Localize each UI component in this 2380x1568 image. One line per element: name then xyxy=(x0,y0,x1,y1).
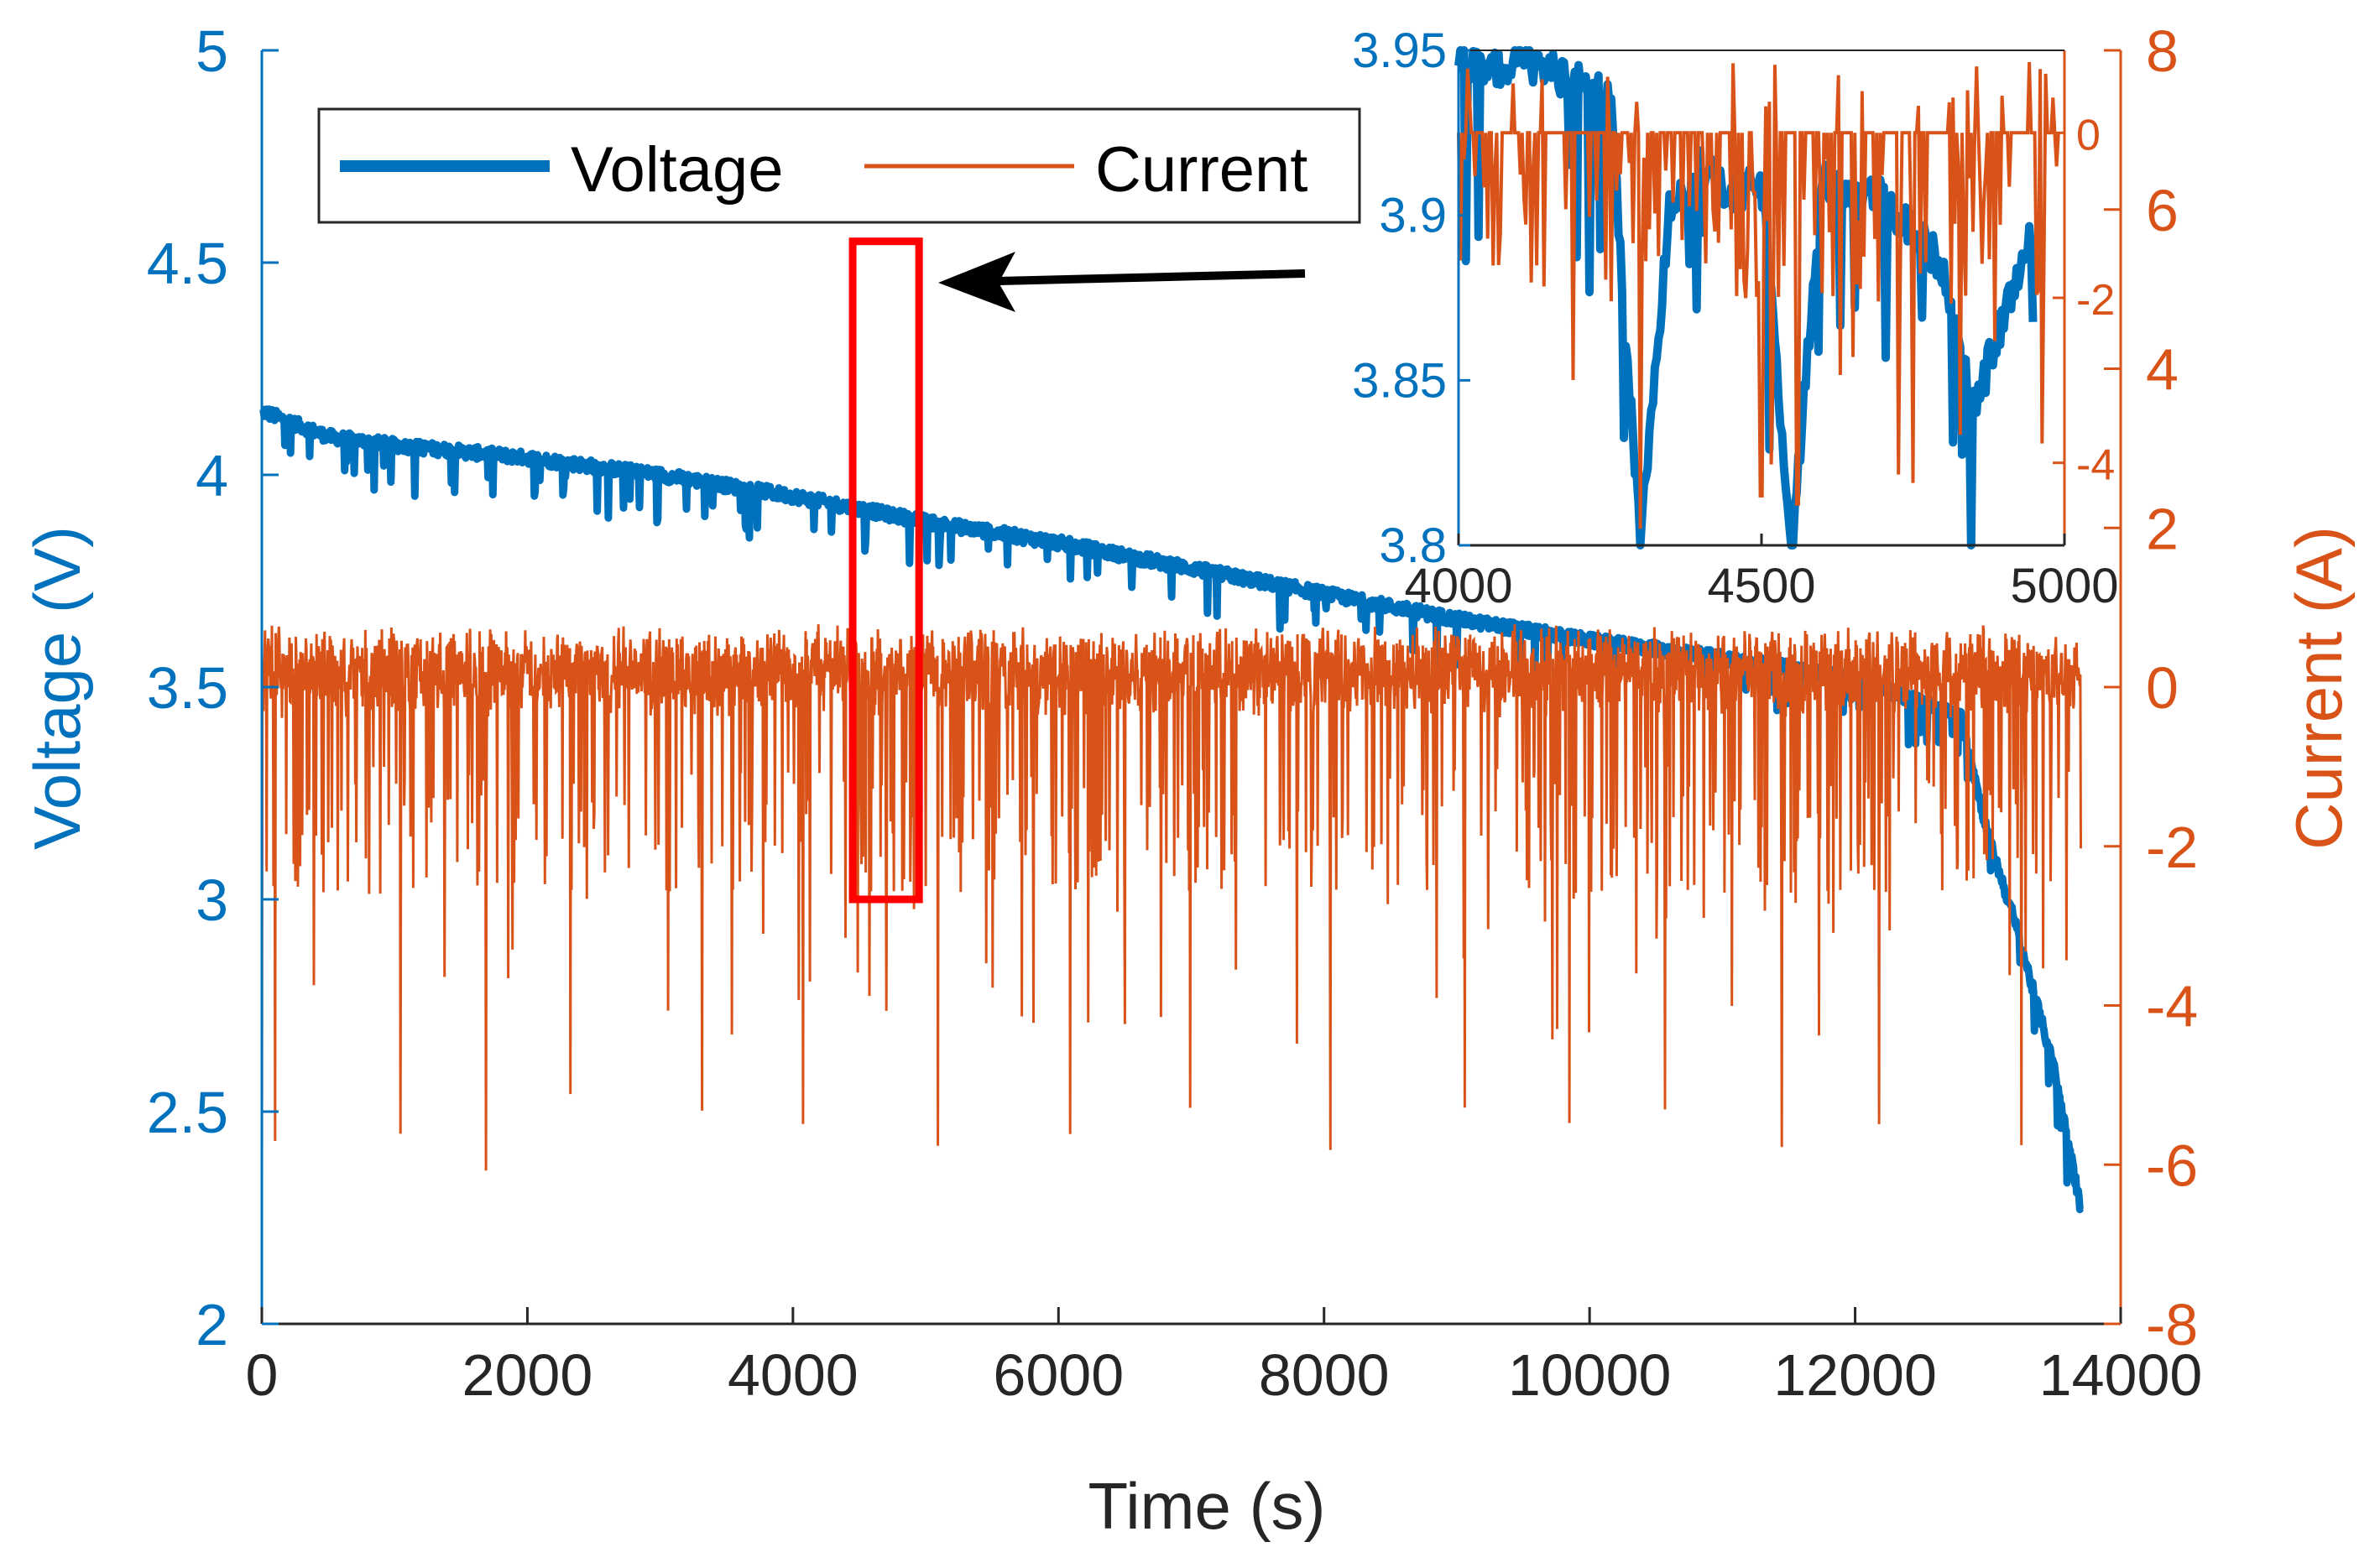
inset-ticks-group: 4000 4500 5000 3.8 3.85 3.9 3.95 -4 -2 0 xyxy=(1352,23,2118,613)
x-tick-label: 14000 xyxy=(2039,1342,2203,1408)
y-right-tick-label: -4 xyxy=(2146,974,2198,1039)
x-axis-label: Time (s) xyxy=(1088,1469,1325,1543)
y-left-tick-label: 3.5 xyxy=(147,655,228,721)
inset-current-line xyxy=(1457,61,2060,529)
inset-series-group xyxy=(1454,46,2060,550)
x-tick-label: 10000 xyxy=(1508,1342,1672,1408)
inset-x-tick-label: 4000 xyxy=(1404,559,1512,613)
main-series-group xyxy=(258,405,2084,1214)
main-ticks-group: 0 2000 4000 6000 8000 10000 12000 14000 2 2.5 3 3.5… xyxy=(147,18,2203,1408)
inset-y-left-tick-label: 3.95 xyxy=(1352,23,1447,78)
legend: Voltage Current xyxy=(317,107,1361,224)
inset-y-left-tick-label: 3.8 xyxy=(1379,518,1447,573)
current-line xyxy=(260,624,2082,1181)
y-right-tick-label: -2 xyxy=(2146,815,2198,880)
x-tick-label: 6000 xyxy=(993,1342,1124,1408)
y-left-axis-label: Voltage (V) xyxy=(20,526,94,850)
y-left-tick-label: 3 xyxy=(196,867,228,933)
highlight-box xyxy=(848,237,923,904)
legend-voltage-label: Voltage xyxy=(571,134,784,206)
inset-y-right-tick-label: -2 xyxy=(2076,276,2115,325)
inset-axes: 4000 4500 5000 3.8 3.85 3.9 3.95 -4 -2 0 xyxy=(1352,23,2118,613)
x-tick-label: 0 xyxy=(246,1342,279,1408)
y-right-tick-label: 0 xyxy=(2146,655,2179,721)
inset-y-right-tick-label: 0 xyxy=(2076,111,2101,159)
y-right-tick-label: -8 xyxy=(2146,1292,2198,1357)
y-right-tick-label: -6 xyxy=(2146,1133,2198,1198)
x-tick-label: 8000 xyxy=(1259,1342,1390,1408)
inset-y-right-tick-label: -4 xyxy=(2076,441,2115,490)
annotation-arrow xyxy=(938,252,1306,312)
x-tick-label: 2000 xyxy=(462,1342,593,1408)
arrow-head xyxy=(938,252,1015,312)
y-right-tick-label: 6 xyxy=(2146,178,2179,243)
x-tick-label: 12000 xyxy=(1773,1342,1937,1408)
y-left-tick-label: 4.5 xyxy=(147,231,228,296)
inset-y-left-tick-label: 3.9 xyxy=(1379,189,1447,243)
y-right-tick-label: 4 xyxy=(2146,337,2179,403)
inset-voltage-line xyxy=(1454,46,2038,550)
y-right-axis-label: Current (A) xyxy=(2282,526,2356,850)
arrow-shaft xyxy=(964,269,1306,286)
inset-x-tick-label: 4500 xyxy=(1707,559,1815,613)
y-left-tick-label: 4 xyxy=(196,443,228,508)
inset-y-left-tick-label: 3.85 xyxy=(1352,353,1447,408)
inset-x-tick-label: 5000 xyxy=(2010,559,2118,613)
y-right-tick-label: 8 xyxy=(2146,18,2179,84)
y-left-tick-label: 2 xyxy=(196,1292,228,1357)
y-left-tick-label: 5 xyxy=(196,18,228,84)
y-right-tick-label: 2 xyxy=(2146,496,2179,561)
highlight-group xyxy=(848,237,923,904)
legend-current-label: Current xyxy=(1095,134,1307,206)
x-tick-label: 4000 xyxy=(728,1342,859,1408)
y-left-tick-label: 2.5 xyxy=(147,1080,228,1145)
